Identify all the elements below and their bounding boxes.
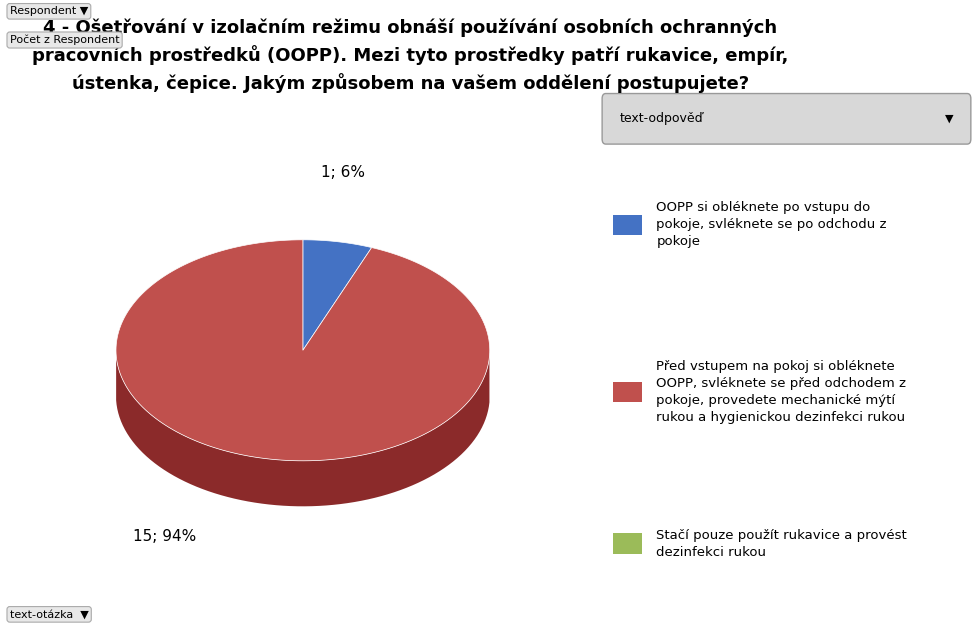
Text: Stačí pouze použít rukavice a provést
dezinfekci rukou: Stačí pouze použít rukavice a provést de… [657, 528, 907, 559]
Text: Respondent ▼: Respondent ▼ [10, 6, 88, 16]
Bar [613, 215, 642, 235]
Polygon shape [303, 240, 371, 350]
Text: text-odpověď: text-odpověď [620, 112, 703, 125]
FancyBboxPatch shape [602, 94, 971, 144]
Bar [613, 382, 642, 402]
Text: 4 - Ošetřování v izolačním režimu obnáší používání osobních ochranných
pracovníc: 4 - Ošetřování v izolačním režimu obnáší… [32, 19, 788, 94]
Polygon shape [116, 240, 489, 461]
Text: 1; 6%: 1; 6% [321, 165, 365, 179]
Text: ▼: ▼ [945, 114, 954, 124]
Text: text-otázka  ▼: text-otázka ▼ [10, 609, 89, 619]
Polygon shape [116, 355, 489, 506]
Text: OOPP si obléknete po vstupu do
pokoje, svléknete se po odchodu z
pokoje: OOPP si obléknete po vstupu do pokoje, s… [657, 202, 887, 248]
Text: Před vstupem na pokoj si obléknete
OOPP, svléknete se před odchodem z
pokoje, pr: Před vstupem na pokoj si obléknete OOPP,… [657, 360, 907, 424]
Bar [613, 533, 642, 554]
Text: 15; 94%: 15; 94% [133, 529, 196, 544]
Text: Počet z Respondent: Počet z Respondent [10, 35, 119, 46]
